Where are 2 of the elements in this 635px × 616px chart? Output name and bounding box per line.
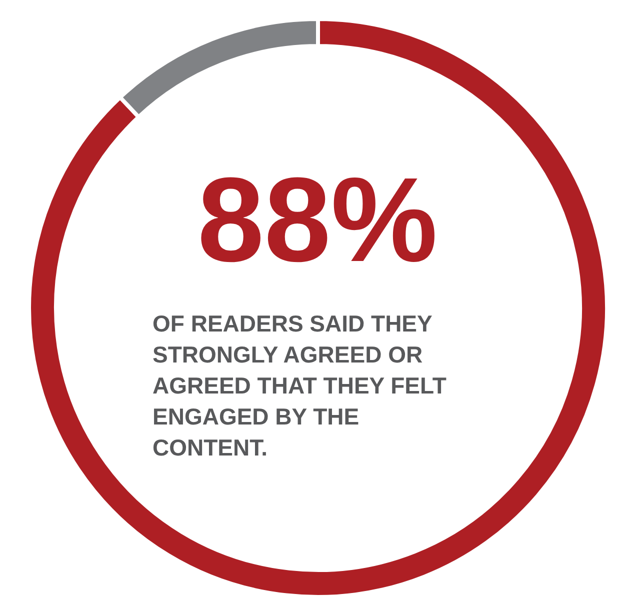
text: OF READERS SAID THEY STRONGLY AGREED OR AGREED THAT THEY FELT ENGAGED BY THE CONTENT. [152, 310, 453, 460]
data-label: 88% [197, 153, 438, 287]
